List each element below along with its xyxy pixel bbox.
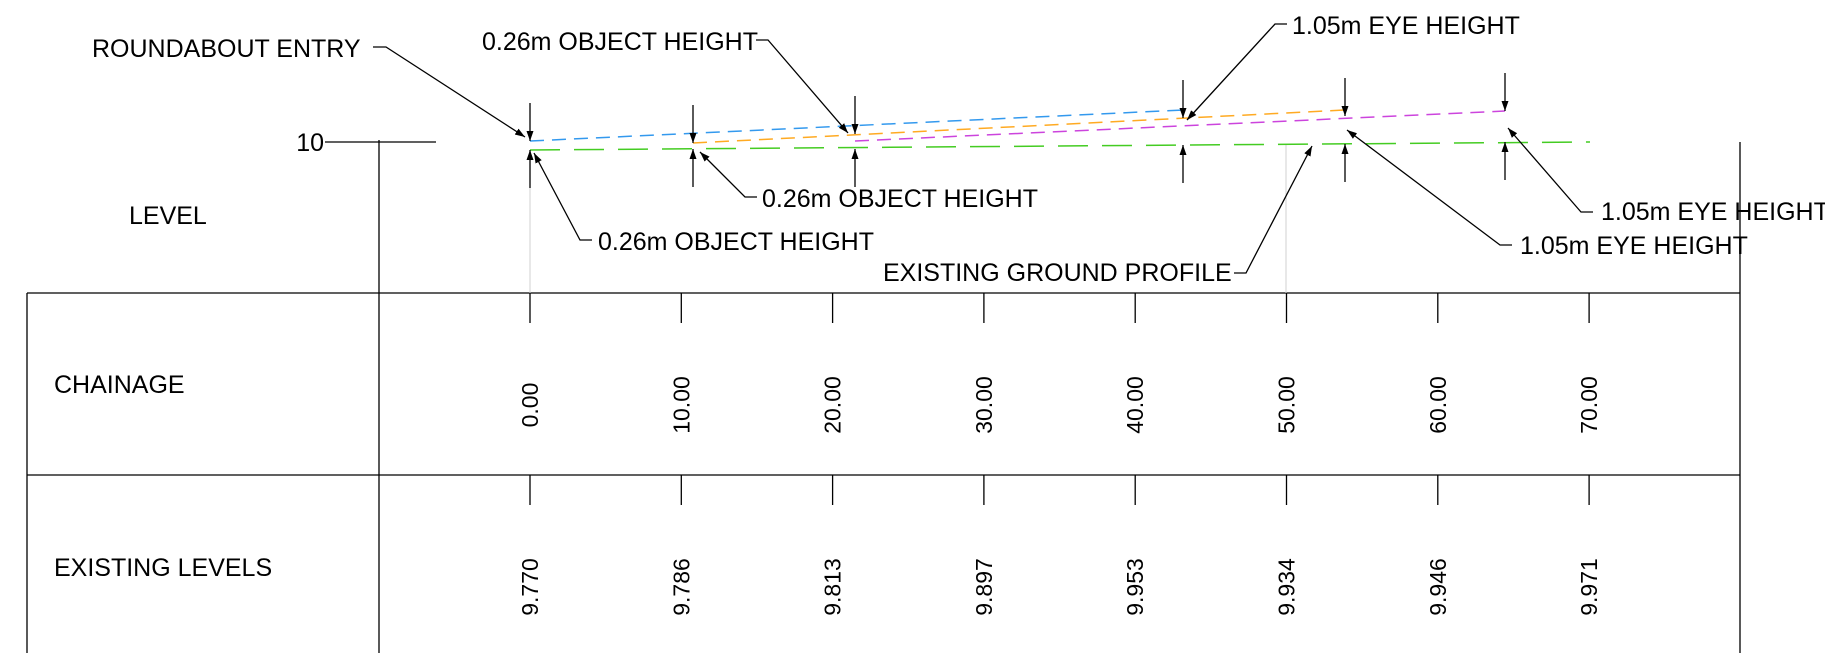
existing-ground-profile-leader — [1234, 145, 1313, 274]
eye-height-label-top: 1.05m EYE HEIGHT — [1292, 12, 1520, 40]
existing-level-value: 9.946 — [1425, 558, 1451, 616]
chainage-value: 70.00 — [1576, 376, 1602, 434]
chainage-value: 10.00 — [668, 376, 694, 434]
object-height-label-bottom: 0.26m OBJECT HEIGHT — [598, 228, 874, 256]
existing-level-value: 9.934 — [1274, 558, 1300, 616]
existing-level-value: 9.953 — [1122, 558, 1148, 616]
table-frame — [26, 140, 1741, 653]
level-datum-label: 10 — [296, 129, 324, 157]
sightline-magenta — [854, 110, 1506, 142]
existing-level-value: 9.786 — [668, 558, 694, 616]
object-height-leader-middle — [699, 151, 757, 198]
existing-level-values: 9.770 9.786 9.813 9.897 9.953 9.934 9.946 9.971 — [517, 475, 1602, 616]
existing-level-value: 9.770 — [517, 558, 543, 616]
level-axis: 10 — [296, 129, 436, 157]
level-section-label: LEVEL — [129, 202, 207, 230]
existing-level-value: 9.813 — [820, 558, 846, 616]
existing-level-value: 9.897 — [971, 558, 997, 616]
existing-levels-section-label: EXISTING LEVELS — [54, 554, 272, 582]
sightline-orange — [692, 109, 1346, 144]
sight-lines — [529, 109, 1591, 151]
object-height-label-top: 0.26m OBJECT HEIGHT — [482, 28, 758, 56]
eye-height-label-right: 1.05m EYE HEIGHT — [1601, 198, 1825, 226]
roundabout-entry-label: ROUNDABOUT ENTRY — [92, 35, 361, 63]
height-markers — [526, 73, 1509, 188]
roundabout-entry-leader — [373, 46, 526, 138]
object-height-leader-bottom — [533, 152, 592, 241]
eye-height-leader-right — [1507, 127, 1593, 213]
chainage-value: 40.00 — [1122, 376, 1148, 434]
chainage-value: 30.00 — [971, 376, 997, 434]
eye-height-leader-top — [1186, 23, 1287, 121]
chainage-value: 50.00 — [1274, 376, 1300, 434]
existing-ground-profile-line — [529, 141, 1591, 151]
chainage-value: 60.00 — [1425, 376, 1451, 434]
chainage-value: 20.00 — [820, 376, 846, 434]
object-height-label-middle: 0.26m OBJECT HEIGHT — [762, 185, 1038, 213]
existing-ground-profile-label: EXISTING GROUND PROFILE — [883, 259, 1232, 287]
annotations: ROUNDABOUT ENTRY 0.26m OBJECT HEIGHT 1.0… — [92, 12, 1825, 287]
object-height-leader-top — [756, 39, 849, 134]
sightline-blue — [529, 109, 1184, 142]
chainage-section-label: CHAINAGE — [54, 371, 185, 399]
eye-height-leader-lower — [1346, 129, 1512, 246]
existing-level-value: 9.971 — [1576, 558, 1602, 616]
chainage-value: 0.00 — [517, 383, 543, 428]
chainage-values: 0.00 10.00 20.00 30.00 40.00 50.00 60.00 70.00 — [517, 293, 1602, 434]
eye-height-label-lower: 1.05m EYE HEIGHT — [1520, 232, 1748, 260]
